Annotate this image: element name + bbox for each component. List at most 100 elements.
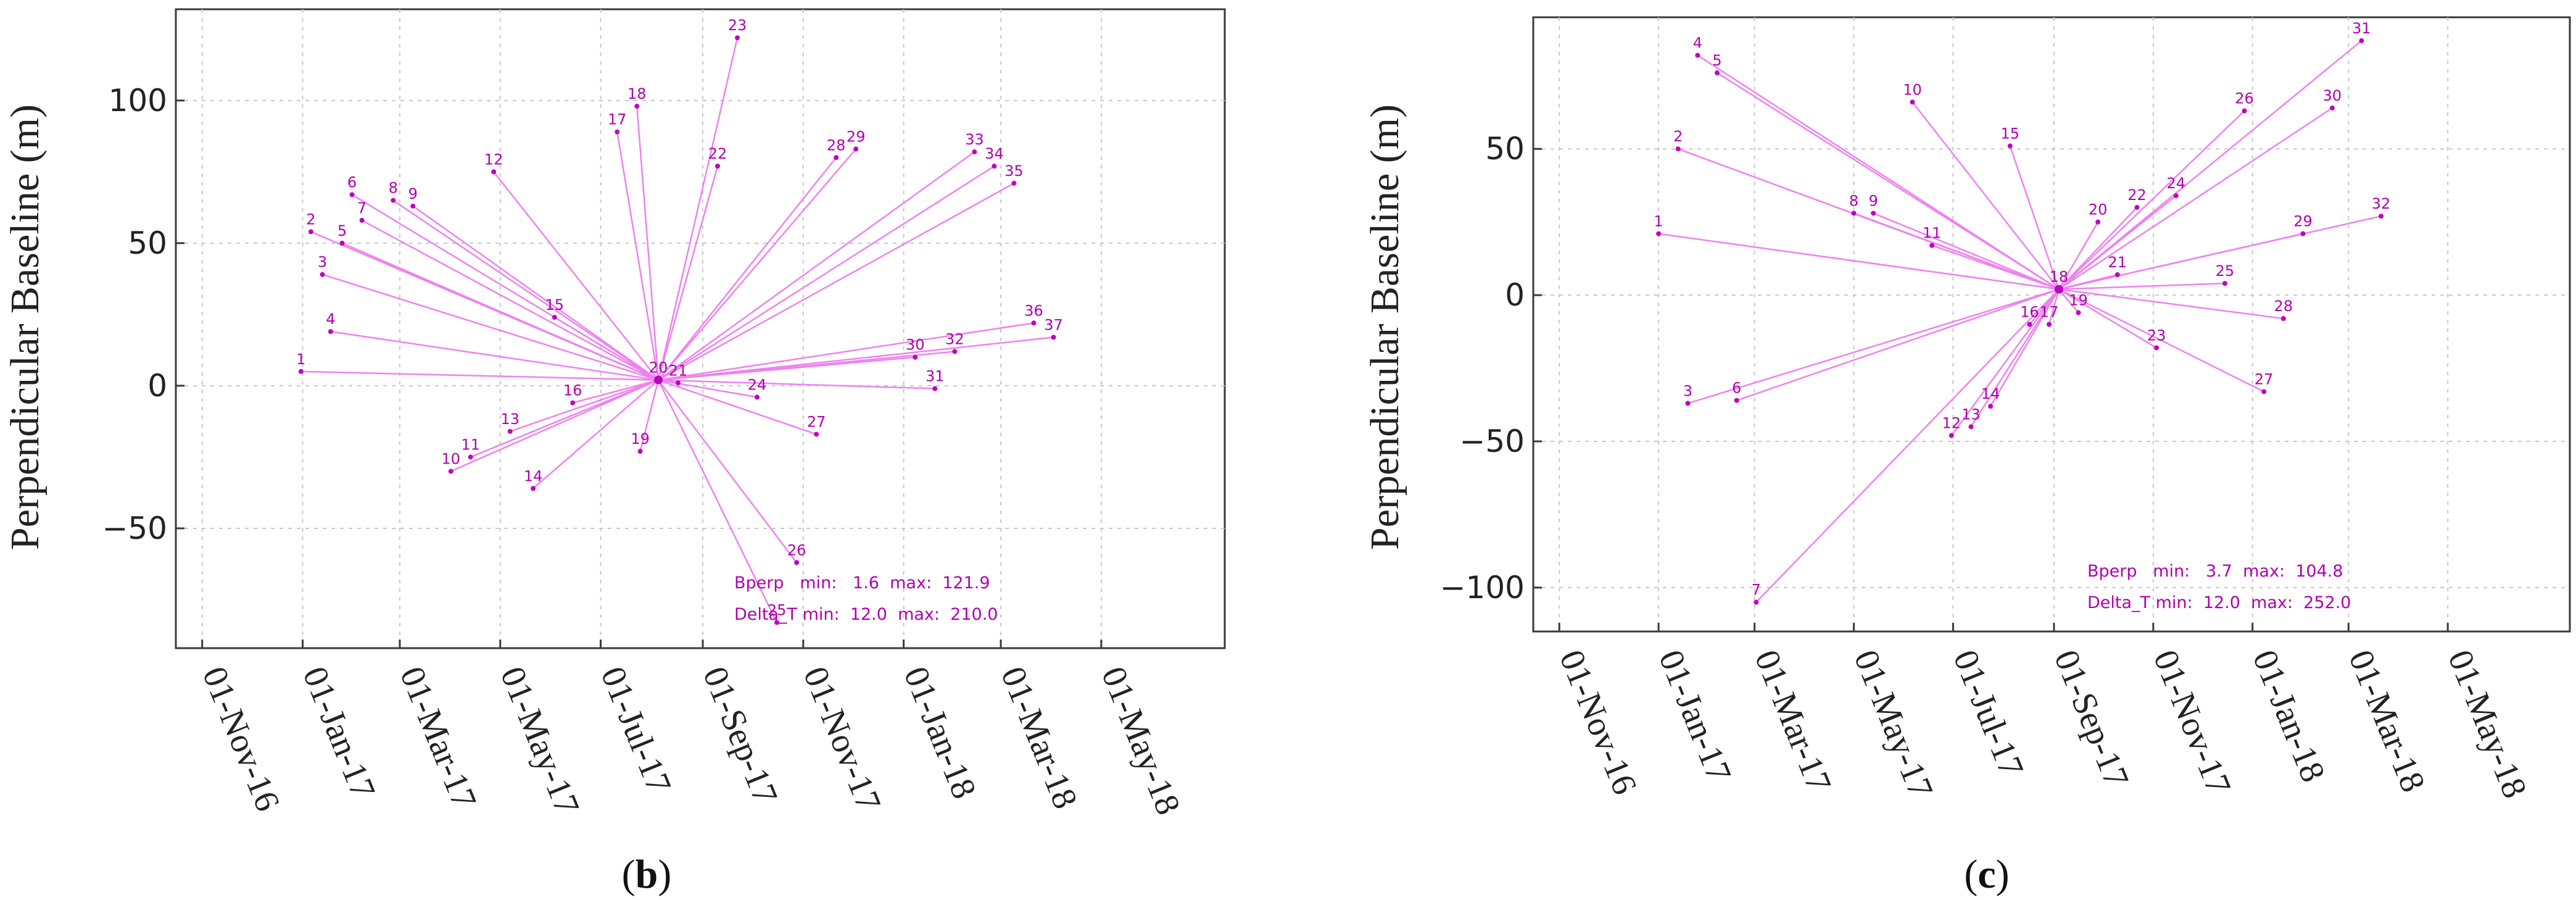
plot-b-point-label: 20 bbox=[649, 359, 668, 377]
plot-c-point-22 bbox=[2134, 204, 2140, 210]
plot-b-connection-9 bbox=[412, 205, 659, 381]
plot-b-x-tick-label: 01-Mar-17 bbox=[392, 662, 484, 814]
panel-c-label: (c) bbox=[1964, 852, 2009, 897]
plot-b-connection-17 bbox=[616, 131, 660, 380]
plot-b-connection-29 bbox=[657, 148, 857, 381]
plot-c-point-label: 20 bbox=[2089, 201, 2108, 219]
plot-b-connection-28 bbox=[657, 157, 837, 381]
plot-c-connection-10 bbox=[1911, 101, 2060, 290]
plot-b-x-tick-label: 01-Nov-17 bbox=[796, 662, 888, 817]
plot-c-connection-22 bbox=[2058, 207, 2138, 290]
plot-b-point-label: 18 bbox=[627, 85, 647, 102]
plot-b-x-tick-label: 01-Jan-18 bbox=[897, 662, 984, 804]
plot-b-y-tick-label: 100 bbox=[109, 83, 167, 119]
plot-b-point-label: 35 bbox=[1004, 162, 1024, 180]
plot-b-connection-26 bbox=[657, 379, 798, 564]
plot-c-point-28 bbox=[2280, 316, 2286, 322]
plot-c-point-5 bbox=[1715, 70, 1720, 76]
plot-c-point-label: 3 bbox=[1683, 382, 1692, 399]
plot-b-point-4 bbox=[328, 329, 333, 335]
plot-c-point-label: 18 bbox=[2050, 269, 2069, 286]
plot-c-point-label: 13 bbox=[1961, 406, 1981, 423]
plot-c-connection-13 bbox=[1970, 288, 2060, 428]
plot-b-y-tick-label: 0 bbox=[147, 368, 167, 404]
plot-c-point-label: 21 bbox=[2108, 254, 2127, 271]
plot-c-connection-20 bbox=[2058, 222, 2099, 290]
plot-c-x-axis: 01-Nov-16 01-Jan-17 01-Mar-17 01-May-17 01-J… bbox=[1552, 623, 2534, 803]
plot-c-point-label: 6 bbox=[1732, 380, 1741, 397]
plot-c-point-20 bbox=[2095, 219, 2101, 225]
plot-b-connection-4 bbox=[330, 330, 659, 381]
plot-b-point-35 bbox=[1011, 180, 1017, 186]
plot-b-connection-31 bbox=[658, 379, 935, 390]
plot-c-connection-9 bbox=[1873, 212, 2060, 290]
plot-b-point-label: 11 bbox=[461, 436, 480, 453]
plot-c-connection-32 bbox=[2058, 215, 2382, 290]
plot-b-point-label: 15 bbox=[545, 296, 565, 314]
plot-c-connection-26 bbox=[2058, 110, 2245, 290]
plot-c-point-23 bbox=[2154, 345, 2160, 351]
plot-b-point-37 bbox=[1051, 335, 1056, 340]
plot-c-point-17 bbox=[2047, 322, 2052, 327]
plot-c-point-label: 4 bbox=[1693, 35, 1702, 52]
plot-c-x-tick-label: 01-Jul-17 bbox=[1945, 645, 2031, 782]
plot-b-point-label: 26 bbox=[787, 541, 806, 559]
plot-b-point-label: 37 bbox=[1044, 316, 1063, 333]
plot-b-connection-1 bbox=[300, 370, 658, 381]
plot-c-point-label: 15 bbox=[2000, 125, 2019, 142]
plot-c-connections bbox=[1658, 40, 2382, 603]
plot-b-connection-15 bbox=[554, 316, 659, 381]
plot-c-point-label: 14 bbox=[1981, 385, 2000, 402]
plot-b-connection-12 bbox=[493, 171, 659, 381]
plot-b-point-label: 31 bbox=[926, 368, 945, 385]
plot-b-connection-37 bbox=[658, 336, 1054, 381]
plot-b-connection-13 bbox=[510, 379, 659, 433]
plot-c-grid bbox=[1533, 17, 2570, 631]
plot-c-connection-27 bbox=[2058, 288, 2264, 393]
plot-b-stats-delta-t: Delta_T min: 12.0 max: 210.0 bbox=[734, 605, 998, 624]
plot-c-super-master-point bbox=[2054, 285, 2063, 294]
plot-c-connection-17 bbox=[2048, 289, 2060, 325]
plot-b-point-label: 6 bbox=[347, 173, 357, 191]
plot-b-x-tick-label: 01-Sep-17 bbox=[695, 662, 785, 810]
plot-c-point-label: 9 bbox=[1869, 192, 1878, 209]
plot-c-point-8 bbox=[1851, 210, 1857, 216]
plot-b-point-15 bbox=[552, 315, 557, 320]
plot-b-point-label: 29 bbox=[847, 128, 866, 145]
plot-c-point-label: 16 bbox=[2020, 304, 2039, 321]
plot-b-point-label: 19 bbox=[631, 430, 650, 448]
plot-c-point-label: 29 bbox=[2293, 213, 2313, 230]
plot-b-connection-36 bbox=[658, 322, 1034, 381]
plot-b-connection-19 bbox=[639, 380, 660, 452]
plot-c-stats-bperp: Bperp min: 3.7 max: 104.8 bbox=[2087, 562, 2343, 581]
plot-b-point-16 bbox=[570, 400, 576, 406]
plot-b-point-29 bbox=[853, 146, 859, 152]
plot-c-x-tick-label: 01-May-17 bbox=[1847, 645, 1940, 804]
plot-b-point-label: 22 bbox=[708, 145, 727, 162]
plot-b-connection-27 bbox=[658, 379, 817, 435]
plot-b-y-tick-label: 50 bbox=[128, 225, 167, 261]
plot-b-point-24 bbox=[755, 394, 760, 400]
plot-b-point-label: 30 bbox=[906, 336, 925, 354]
plot-c-point-7 bbox=[1754, 599, 1759, 605]
plot-b-point-label: 13 bbox=[500, 410, 520, 428]
plot-b-x-axis: 01-Nov-16 01-Jan-17 01-Mar-17 01-May-17 01-J… bbox=[195, 640, 1188, 820]
plot-b-x-tick-label: 01-Jan-17 bbox=[295, 662, 382, 804]
plot-b-y-axis: −50 0 50 100 bbox=[102, 83, 184, 546]
plot-b-connections bbox=[300, 37, 1054, 623]
plot-b-point-label: 4 bbox=[326, 310, 335, 328]
plot-b-point-label: 33 bbox=[965, 131, 984, 148]
plot-c-connection-12 bbox=[1950, 288, 2060, 436]
plot-c-point-27 bbox=[2261, 389, 2267, 394]
plot-b-super-master-point bbox=[653, 375, 663, 385]
plot-c-x-tick-label: 01-Mar-17 bbox=[1747, 645, 1839, 798]
plot-b-point-label: 17 bbox=[608, 111, 627, 128]
plot-b-connection-11 bbox=[470, 379, 659, 458]
plot-b-point-label: 5 bbox=[338, 222, 347, 240]
plot-b-connection-5 bbox=[342, 242, 659, 381]
plot-c-connection-28 bbox=[2058, 288, 2284, 320]
plot-b-point-label: 2 bbox=[306, 210, 315, 228]
plot-c-point-10 bbox=[1910, 99, 1915, 105]
